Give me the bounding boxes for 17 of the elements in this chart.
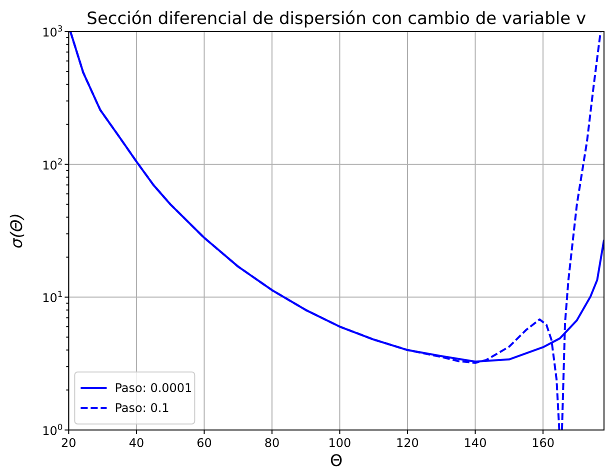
y-axis-title: σ(Θ) [7,213,26,248]
x-tick-label: 100 [328,436,352,450]
y-tick-label: 10$^{1}$ [42,289,63,306]
y-tick-label: 10$^{2}$ [42,156,63,172]
x-tick-label: 120 [396,436,419,450]
legend-label: Paso: 0.1 [114,401,170,415]
chart-title: Sección diferencial de dispersión con cambio de variable v [86,9,586,29]
legend-label: Paso: 0.0001 [114,381,192,395]
x-tick-label: 40 [128,436,144,450]
x-tick-label: 20 [61,436,76,450]
y-tick-label: 10$^{3}$ [42,24,63,40]
x-tick-label: 160 [532,436,554,450]
x-tick-label: 140 [464,436,487,450]
y-tick-label: 10$^{0}$ [42,422,63,438]
x-axis-title: Θ [330,451,343,470]
x-tick-label: 60 [196,436,212,450]
x-tick-label: 80 [264,436,280,450]
